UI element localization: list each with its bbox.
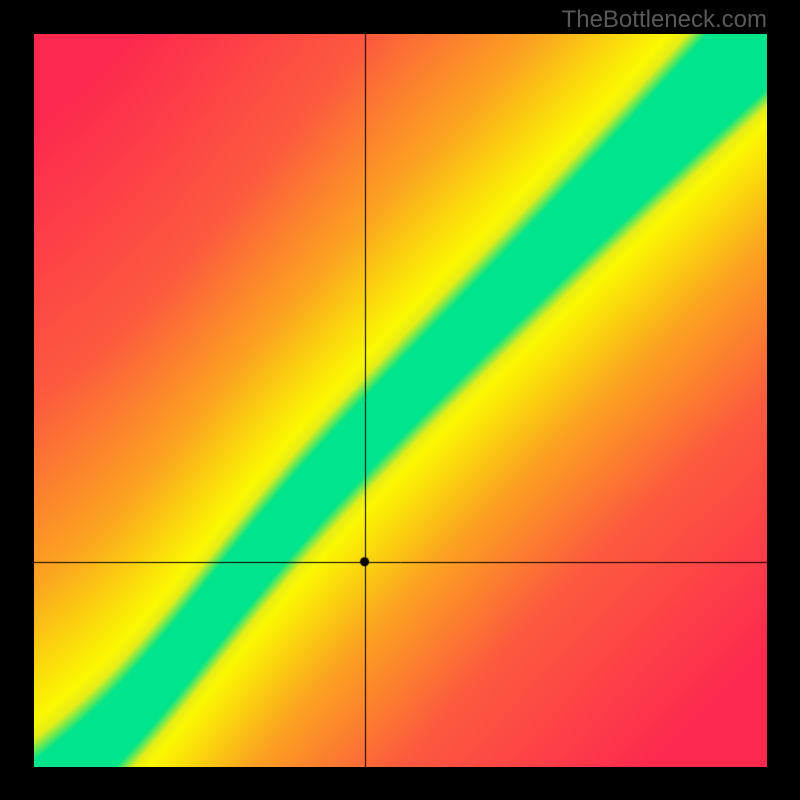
- bottleneck-heatmap: [34, 34, 767, 767]
- watermark-text: TheBottleneck.com: [562, 6, 767, 34]
- chart-container: TheBottleneck.com: [0, 0, 800, 800]
